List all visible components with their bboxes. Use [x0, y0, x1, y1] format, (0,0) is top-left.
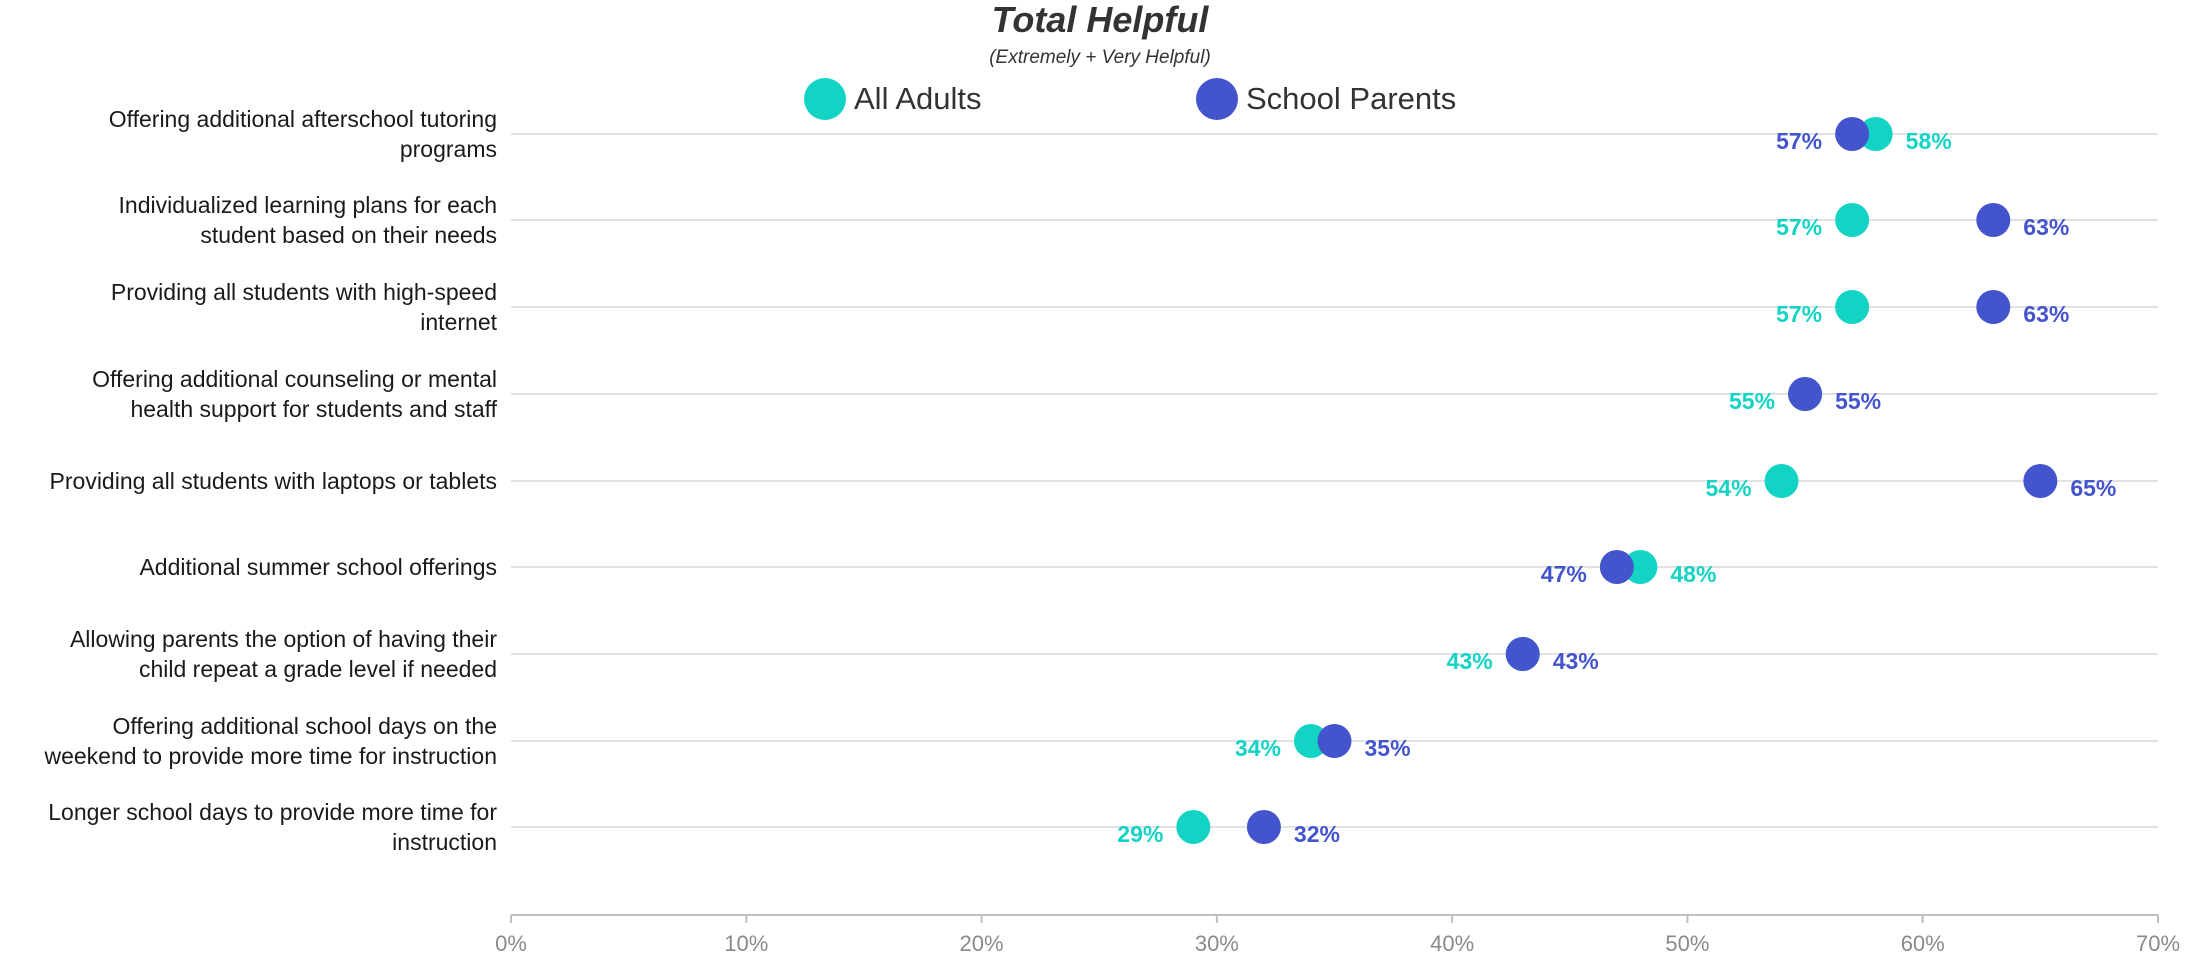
x-tick-label: 70% [2136, 931, 2180, 955]
data-label-school-parents: 35% [1365, 735, 1411, 761]
category-label: health support for students and staff [130, 396, 497, 422]
category-label: Additional summer school offerings [139, 554, 497, 580]
data-label-all-adults: 48% [1670, 561, 1716, 587]
category-labels: Offering additional afterschool tutoring… [43, 106, 497, 855]
data-label-all-adults: 57% [1776, 214, 1822, 240]
data-label-school-parents: 47% [1541, 561, 1587, 587]
data-label-school-parents: 65% [2070, 475, 2116, 501]
data-label-all-adults: 55% [1729, 388, 1775, 414]
x-tick-label: 20% [960, 931, 1004, 955]
legend-label-all-adults: All Adults [854, 81, 982, 116]
category-label: Individualized learning plans for each [119, 192, 497, 218]
chart-subtitle: (Extremely + Very Helpful) [989, 47, 1211, 68]
gridlines [511, 133, 2158, 828]
category-label: Allowing parents the option of having th… [70, 626, 497, 652]
x-tick-label: 50% [1665, 931, 1709, 955]
legend: All Adults School Parents [804, 78, 1456, 120]
data-label-school-parents: 32% [1294, 821, 1340, 847]
dot-all-adults [1293, 724, 1328, 758]
data-label-school-parents: 63% [2023, 214, 2069, 240]
data-label-school-parents: 63% [2023, 301, 2069, 327]
category-label: student based on their needs [200, 222, 497, 248]
category-label: Providing all students with laptops or t… [50, 468, 497, 494]
category-label: programs [400, 136, 497, 162]
dot-school-parents [1246, 810, 1281, 844]
dot-all-adults [1835, 290, 1870, 324]
x-tick-label: 30% [1195, 931, 1239, 955]
dot-all-adults [1623, 550, 1658, 584]
x-axis: 0% 10% 20% 30% 40% 50% 60% 70% [495, 914, 2180, 955]
category-label: Offering additional afterschool tutoring [109, 106, 497, 132]
dot-school-parents [2023, 464, 2058, 498]
x-tick-label: 40% [1430, 931, 1474, 955]
legend-swatch-school-parents [1196, 78, 1238, 120]
data-label-all-adults: 57% [1776, 301, 1822, 327]
data-label-school-parents: 57% [1776, 128, 1822, 154]
dot-all-adults [1176, 810, 1211, 844]
category-label: Offering additional counseling or mental [92, 366, 497, 392]
dot-school-parents [1788, 377, 1823, 411]
data-marks: 57% 58% 57% 63% 57% 63% 55% 55% 54% 65% 47% 48% 43% 4… [1117, 117, 2116, 847]
dot-school-parents [1599, 550, 1634, 584]
dot-school-parents [1317, 724, 1352, 758]
dot-school-parents [1976, 290, 2011, 324]
x-tick-label: 0% [495, 931, 527, 955]
data-label-all-adults: 43% [1447, 648, 1493, 674]
dot-school-parents [1976, 203, 2011, 237]
legend-swatch-all-adults [804, 78, 846, 120]
category-label: Offering additional school days on the [113, 713, 497, 739]
category-label: internet [420, 309, 497, 335]
category-label: instruction [392, 829, 497, 855]
dot-school-parents [1505, 637, 1540, 671]
data-label-all-adults: 29% [1117, 821, 1163, 847]
category-label: child repeat a grade level if needed [139, 656, 497, 682]
x-tick-label: 60% [1901, 931, 1945, 955]
category-label: Providing all students with high-speed [111, 279, 497, 305]
category-label: Longer school days to provide more time … [48, 799, 497, 825]
data-label-school-parents: 43% [1553, 648, 1599, 674]
data-label-all-adults: 58% [1906, 128, 1952, 154]
data-label-school-parents: 55% [1835, 388, 1881, 414]
data-label-all-adults: 54% [1705, 475, 1751, 501]
dot-all-adults [1835, 203, 1870, 237]
chart-title: Total Helpful [992, 0, 1210, 40]
dot-school-parents [1835, 117, 1870, 151]
x-tick-label: 10% [724, 931, 768, 955]
dot-all-adults [1858, 117, 1893, 151]
data-label-all-adults: 34% [1235, 735, 1281, 761]
category-label: weekend to provide more time for instruc… [43, 743, 497, 769]
dot-all-adults [1764, 464, 1799, 498]
legend-label-school-parents: School Parents [1246, 81, 1456, 116]
